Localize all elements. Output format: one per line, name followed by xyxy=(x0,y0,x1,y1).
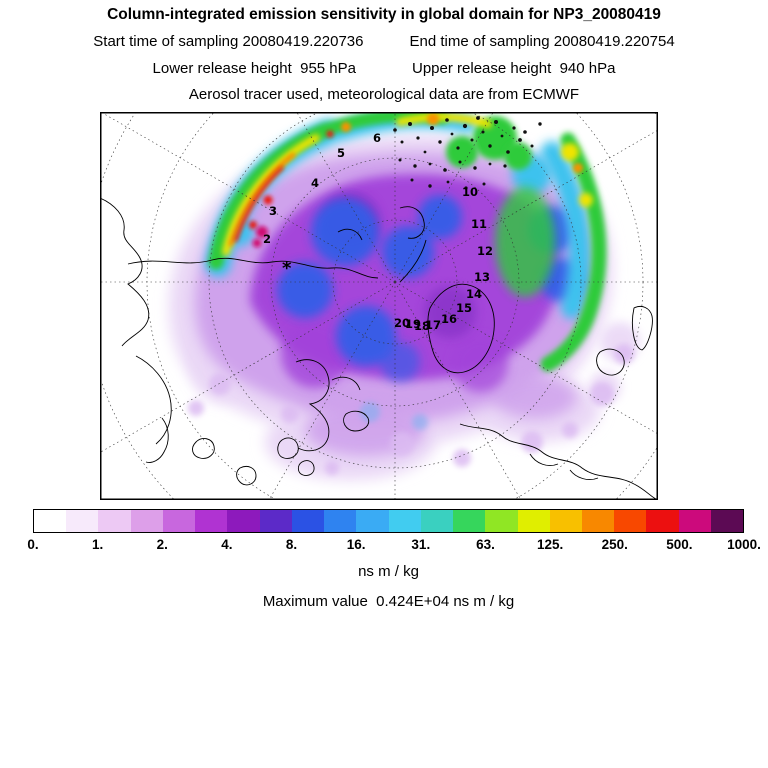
colorbar-tick-label: 4. xyxy=(221,537,233,552)
tracer-info-text: Aerosol tracer used, meteorological data… xyxy=(188,86,580,103)
trajectory-point-label: 6 xyxy=(373,131,381,145)
colorbar-segment xyxy=(453,510,486,532)
trajectory-point-label: 5 xyxy=(337,146,345,160)
colorbar-segment xyxy=(420,510,454,532)
colorbar-segment xyxy=(162,510,196,532)
station-marker: * xyxy=(282,258,292,279)
colorbar-tick-label: 8. xyxy=(285,537,298,552)
colorbar-segment xyxy=(98,510,131,532)
colorbar-tick-label: 31. xyxy=(411,537,431,552)
colorbar-tick-label: 125. xyxy=(536,537,564,552)
trajectory-point-label: 19 xyxy=(405,317,421,331)
colorbar-segment xyxy=(646,510,679,532)
map-plume xyxy=(169,112,640,480)
trajectory-point-label: 2 xyxy=(263,232,271,246)
colorbar-segment xyxy=(227,510,260,532)
trajectory-point-label: 3 xyxy=(269,204,277,218)
end-time-text: End time of sampling 20080419.220754 xyxy=(409,33,675,50)
trajectory-point-label: 13 xyxy=(474,270,490,284)
plot-title: Column-integrated emission sensitivity i… xyxy=(107,6,661,23)
colorbar-segment xyxy=(614,510,647,532)
trajectory-point-label: 18 xyxy=(414,319,430,333)
trajectory-point-label: 17 xyxy=(425,318,441,332)
sensitivity-map: 2 3 4 5 6 10 11 12 13 14 15 16 17 18 19 20 * xyxy=(100,112,658,500)
colorbar-segment xyxy=(710,510,744,532)
colorbar-segment xyxy=(130,510,163,532)
colorbar-segment xyxy=(324,510,357,532)
colorbar-units-label: ns m / kg xyxy=(358,563,419,580)
colorbar-ticks: 0. 1. 2. 4. 8. 16. 31. 63. 125. 250. 500. 1000. xyxy=(27,537,761,555)
start-time-text: Start time of sampling 20080419.220736 xyxy=(93,33,364,50)
colorbar-tick-label: 1. xyxy=(91,537,104,552)
colorbar-tick-label: 250. xyxy=(601,537,628,552)
release-height-row: Lower release height 955 hPa Upper relea… xyxy=(0,60,768,77)
colorbar-tick-label: 63. xyxy=(476,537,495,552)
colorbar-segment xyxy=(485,510,518,532)
colorbar-segment xyxy=(388,510,421,532)
lower-release-text: Lower release height 955 hPa xyxy=(152,60,356,77)
maximum-value-label: Maximum value 0.424E+04 ns m / kg xyxy=(262,593,515,610)
map-terrain-speckles xyxy=(393,116,542,190)
trajectory-point-label: 15 xyxy=(456,301,472,315)
colorbar-strip xyxy=(33,509,744,533)
colorbar-segment xyxy=(34,510,67,532)
colorbar-segment xyxy=(66,510,99,532)
upper-release-text: Upper release height 940 hPa xyxy=(412,60,616,77)
sampling-time-row: Start time of sampling 20080419.220736 E… xyxy=(0,33,768,50)
trajectory-point-label: 4 xyxy=(311,176,319,190)
trajectory-point-label: 12 xyxy=(477,244,493,258)
colorbar-segment xyxy=(356,510,389,532)
colorbar-tick-label: 2. xyxy=(156,537,168,552)
trajectory-point-label: 14 xyxy=(466,287,482,301)
colorbar-segment xyxy=(195,510,228,532)
colorbar-tick-label: 500. xyxy=(666,537,693,552)
colorbar-segment xyxy=(517,510,550,532)
colorbar-segment xyxy=(581,510,615,532)
trajectory-point-label: 10 xyxy=(462,185,478,199)
map-graticule xyxy=(100,112,658,500)
colorbar-segment xyxy=(259,510,292,532)
colorbar-segment xyxy=(549,510,582,532)
colorbar-segment xyxy=(678,510,711,532)
trajectory-point-label: 11 xyxy=(471,217,487,231)
colorbar-segment xyxy=(291,510,325,532)
trajectory-point-label: 16 xyxy=(441,312,457,326)
colorbar-tick-label: 16. xyxy=(346,537,366,552)
colorbar-tick-label: 0. xyxy=(27,537,39,552)
trajectory-point-label: 20 xyxy=(394,316,410,330)
map-coastlines xyxy=(100,197,658,500)
colorbar-tick-label: 1000. xyxy=(727,537,761,552)
map-frame xyxy=(100,112,658,500)
